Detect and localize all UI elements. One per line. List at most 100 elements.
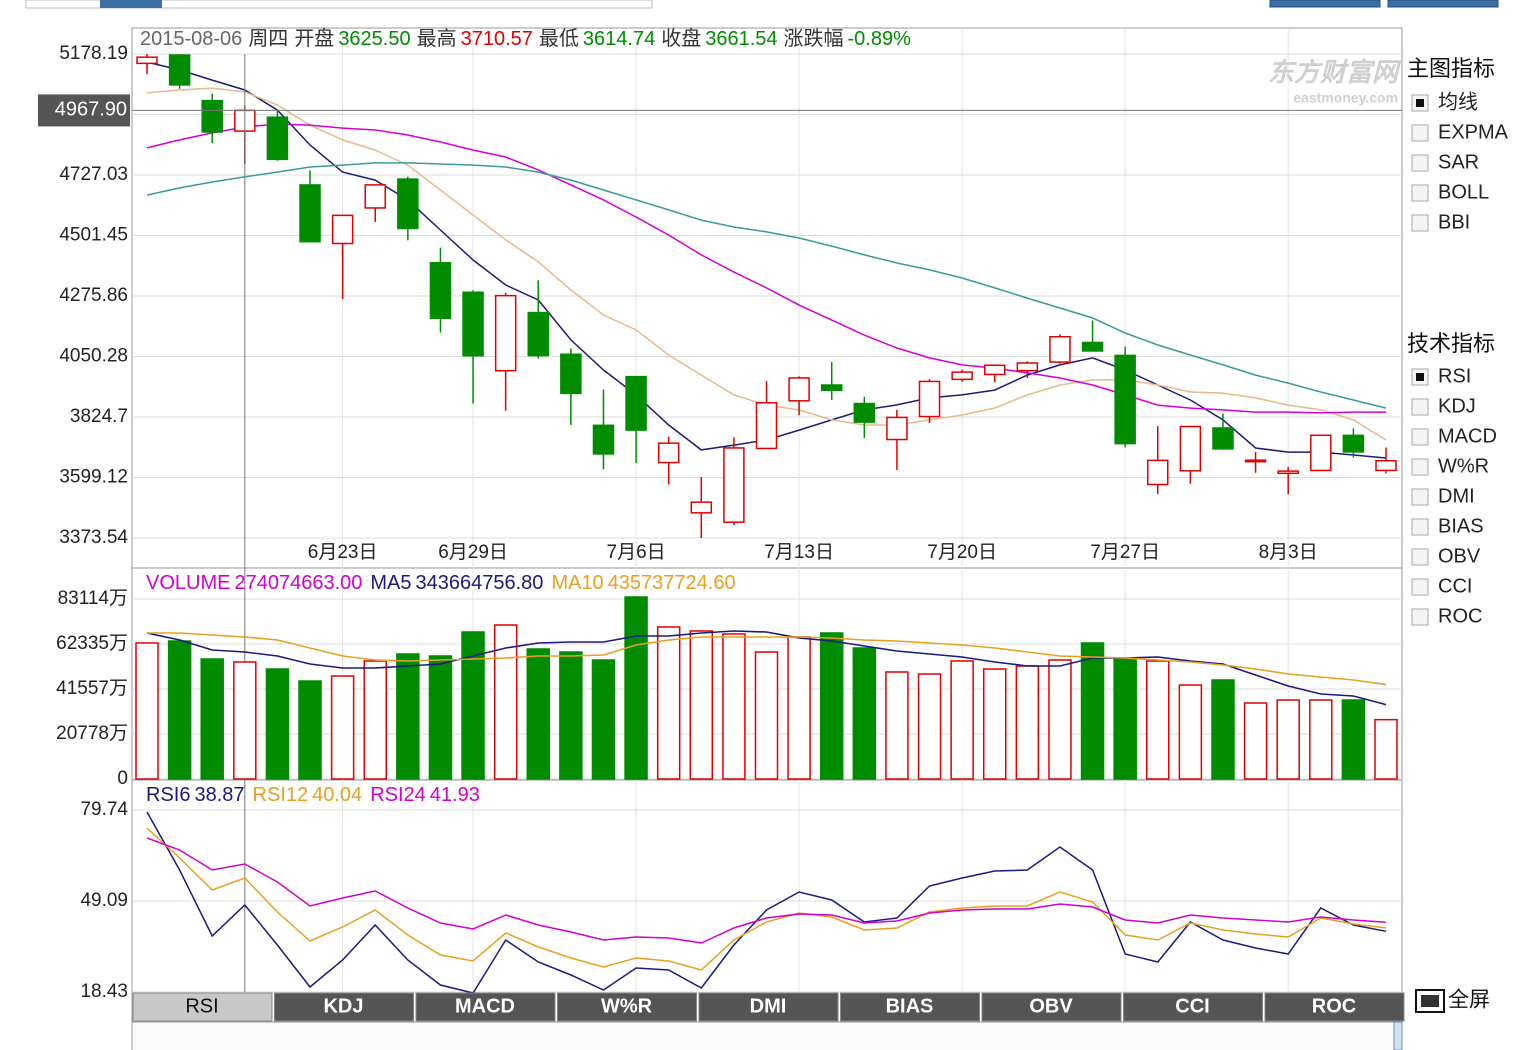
volume-bar <box>330 675 355 780</box>
candle-body <box>527 311 550 357</box>
checkbox-label[interactable]: CCI <box>1438 575 1472 597</box>
volume-bar <box>135 642 159 780</box>
volume-bar <box>624 596 648 780</box>
moving-average-line <box>146 162 1387 409</box>
checkbox-label[interactable]: 均线 <box>1438 90 1478 113</box>
y-tick-label: 79.74 <box>80 799 128 820</box>
candle-body <box>462 291 484 357</box>
indicator-tab[interactable] <box>415 992 556 1022</box>
volume-bar <box>200 658 224 780</box>
checkbox-label[interactable]: W%R <box>1438 455 1489 477</box>
y-tick-label: 20778万 <box>56 723 128 744</box>
indicator-tab[interactable] <box>132 992 273 1022</box>
y-tick-label: 49.09 <box>80 890 128 911</box>
checkbox-check[interactable] <box>1416 373 1424 381</box>
legend-name[interactable]: RSI24 <box>370 784 426 806</box>
indicator-tab-label[interactable]: RSI <box>185 995 218 1017</box>
quote-value: 3661.54 <box>705 28 777 50</box>
candle-body <box>1310 434 1332 472</box>
candle-body <box>1212 427 1234 450</box>
checkbox[interactable] <box>1411 214 1429 232</box>
checkbox[interactable] <box>1411 184 1429 202</box>
legend-name[interactable]: RSI6 <box>146 784 190 806</box>
indicator-tab-label[interactable]: ROC <box>1312 995 1356 1017</box>
indicator-tab-label[interactable]: OBV <box>1029 995 1073 1017</box>
fullscreen-icon[interactable] <box>1415 989 1445 1013</box>
indicator-tab[interactable] <box>698 992 839 1022</box>
checkbox-label[interactable]: ROC <box>1438 605 1482 627</box>
fullscreen-label[interactable]: 全屏 <box>1448 989 1490 1012</box>
checkbox-label[interactable]: SAR <box>1438 151 1479 173</box>
legend-value: 40.04 <box>312 784 362 806</box>
indicator-tab-label[interactable]: BIAS <box>886 995 934 1017</box>
indicator-tab[interactable] <box>1123 992 1263 1022</box>
watermark: 东方财富网 <box>1268 57 1402 87</box>
x-tick-label: 7月13日 <box>764 542 834 563</box>
checkbox-label[interactable]: BOLL <box>1438 181 1489 203</box>
legend-name[interactable]: RSI12 <box>253 784 309 806</box>
candle-body <box>690 501 713 514</box>
fullscreen-icon-inner[interactable] <box>1421 995 1439 1007</box>
y-tick-label: 3824.7 <box>70 406 128 427</box>
candle-body <box>723 447 745 523</box>
checkbox[interactable] <box>1411 488 1429 506</box>
quote-label: 最高 <box>417 27 457 50</box>
navigator[interactable] <box>131 1021 1403 1050</box>
volume-bar <box>1015 665 1040 780</box>
top-button[interactable] <box>1387 0 1499 8</box>
checkbox[interactable] <box>1411 458 1429 476</box>
checkbox-label[interactable]: RSI <box>1438 365 1471 387</box>
checkbox-check[interactable] <box>1416 99 1424 107</box>
indicator-tab-label[interactable]: W%R <box>601 995 653 1017</box>
navigator-handle[interactable] <box>1393 1021 1403 1050</box>
indicator-tab[interactable] <box>1264 992 1405 1022</box>
checkbox[interactable] <box>1411 154 1429 172</box>
checkbox[interactable] <box>1411 608 1429 626</box>
sidebar-title: 主图指标 <box>1407 56 1495 81</box>
checkbox-label[interactable]: BIAS <box>1438 515 1484 537</box>
candle-body <box>625 375 647 431</box>
checkbox[interactable] <box>1411 124 1429 142</box>
legend-value: 41.93 <box>430 784 480 806</box>
y-tick-label: 0 <box>117 768 128 789</box>
candle-body <box>983 364 1006 376</box>
candle-body <box>168 54 191 86</box>
legend-name[interactable]: MA10 <box>551 572 603 594</box>
legend: RSI6 38.87 RSI12 40.04 RSI24 41.93 <box>146 784 480 806</box>
candle-body <box>201 99 223 133</box>
candle-body <box>592 424 615 455</box>
legend-name[interactable]: VOLUME <box>146 572 230 594</box>
indicator-tab-label[interactable]: CCI <box>1175 995 1209 1017</box>
volume-bar <box>493 624 518 780</box>
volume-bar <box>1080 642 1105 780</box>
checkbox-label[interactable]: EXPMA <box>1438 121 1509 143</box>
checkbox[interactable] <box>1411 518 1429 536</box>
indicator-tab-label[interactable]: DMI <box>750 995 787 1017</box>
checkbox-label[interactable]: OBV <box>1438 545 1481 567</box>
legend-name[interactable]: MA5 <box>370 572 411 594</box>
checkbox[interactable] <box>1411 548 1429 566</box>
candle-body <box>429 261 452 320</box>
checkbox-label[interactable]: DMI <box>1438 485 1475 507</box>
checkbox-label[interactable]: BBI <box>1438 211 1470 233</box>
volume-bar <box>852 647 877 780</box>
indicator-tab[interactable] <box>840 992 980 1022</box>
legend-value: 38.87 <box>194 784 244 806</box>
y-tick-label: 18.43 <box>80 981 128 1002</box>
indicator-tab-label[interactable]: KDJ <box>323 995 363 1017</box>
checkbox[interactable] <box>1411 578 1429 596</box>
checkbox-label[interactable]: MACD <box>1438 425 1497 447</box>
candle-body <box>299 184 321 243</box>
indicator-tab[interactable] <box>274 992 414 1022</box>
candle-body <box>266 116 289 161</box>
x-tick-label: 7月20日 <box>927 542 997 563</box>
x-tick-label: 7月27日 <box>1090 542 1160 563</box>
quote-date: 2015-08-06 <box>140 28 242 50</box>
checkbox[interactable] <box>1411 428 1429 446</box>
indicator-tab[interactable] <box>557 992 697 1022</box>
checkbox-label[interactable]: KDJ <box>1438 395 1476 417</box>
indicator-tab[interactable] <box>981 992 1122 1022</box>
top-button[interactable] <box>1269 0 1381 8</box>
checkbox[interactable] <box>1411 398 1429 416</box>
indicator-tab-label[interactable]: MACD <box>455 995 515 1017</box>
